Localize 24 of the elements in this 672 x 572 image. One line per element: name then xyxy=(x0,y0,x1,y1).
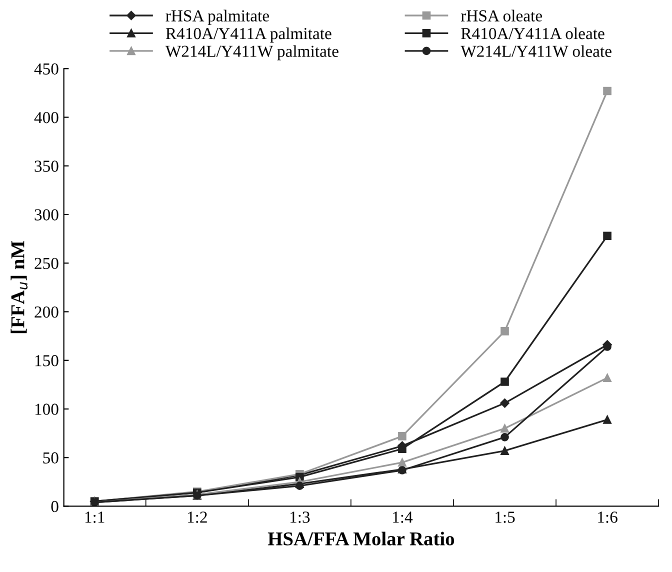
y-tick-label: 350 xyxy=(34,160,58,172)
y-tick-label: 400 xyxy=(34,112,58,124)
x-tick-label: 1:5 xyxy=(496,512,515,523)
x-axis-title: HSA/FFA Molar Ratio xyxy=(268,532,454,546)
x-tick-label: 1:6 xyxy=(598,512,618,523)
x-tick-label: 1:1 xyxy=(85,512,104,523)
legend-label: R410A/Y411A oleate xyxy=(461,27,604,40)
y-tick-label: 0 xyxy=(51,500,58,512)
y-tick-label: 50 xyxy=(43,452,58,464)
y-tick-label: 450 xyxy=(34,63,58,75)
y-tick-label: 250 xyxy=(34,258,58,270)
legend-label: rHSA palmitate xyxy=(166,10,269,25)
legend-label: W214L/Y411W palmitate xyxy=(165,45,338,60)
y-tick-label: 300 xyxy=(34,209,58,220)
x-tick-label: 1:2 xyxy=(188,512,207,523)
y-tick-label: 100 xyxy=(35,404,58,415)
legend-label: R410A/Y411A palmitate xyxy=(166,27,332,43)
legend-label: W214L/Y411W oleate xyxy=(460,45,612,58)
legend-label: rHSA oleate xyxy=(460,10,542,22)
y-tick-label: 200 xyxy=(34,306,58,318)
x-tick-label: 1:4 xyxy=(393,512,413,523)
y-tick-label: 150 xyxy=(35,355,58,366)
y-axis-title: [FFA$_{u}$] nM xyxy=(10,241,28,334)
x-tick-label: 1:3 xyxy=(290,512,310,523)
